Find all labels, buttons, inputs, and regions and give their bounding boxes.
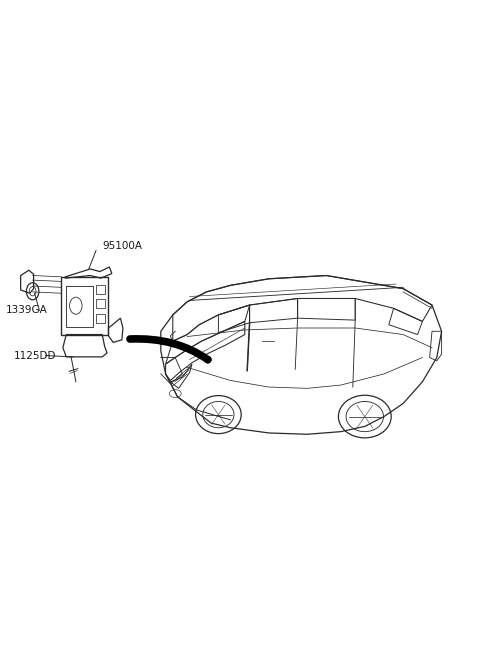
Text: 1125DD: 1125DD (13, 350, 56, 361)
Text: 95100A: 95100A (102, 241, 143, 251)
FancyArrowPatch shape (130, 339, 208, 359)
Text: 1339GA: 1339GA (6, 305, 48, 316)
